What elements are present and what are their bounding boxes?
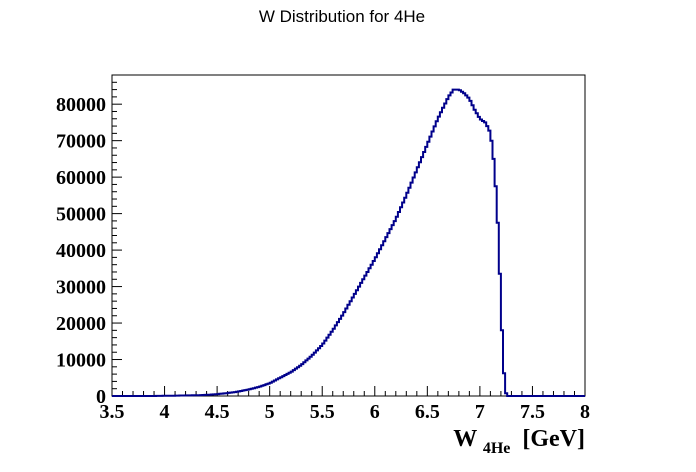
plot-frame — [111, 74, 586, 397]
x-tick-label: 4.5 — [205, 401, 230, 423]
x-tick-label: 7 — [475, 401, 485, 423]
x-axis-label-subscript: 4He — [483, 440, 511, 457]
x-tick-label: 3.5 — [100, 401, 125, 423]
x-axis-label-main: W — [453, 426, 477, 452]
x-tick-label: 5.5 — [310, 401, 335, 423]
chart-title: W Distribution for 4He — [259, 7, 425, 26]
histogram-line — [112, 88, 585, 397]
y-tick-label: 80000 — [56, 94, 106, 116]
x-axis-label-unit: [GeV] — [522, 426, 585, 452]
tick-labels: 3.5 4 4.5 5 5.5 6 6.5 7 7.5 8 0 10000 20000 30000 4000… — [56, 94, 590, 423]
y-tick-label: 40000 — [56, 240, 106, 262]
x-tick-label: 8 — [580, 401, 590, 423]
y-tick-label: 0 — [96, 386, 106, 408]
y-tick-label: 60000 — [56, 167, 106, 189]
y-tick-label: 10000 — [56, 350, 106, 372]
y-tick-label: 20000 — [56, 313, 106, 335]
x-tick-label: 4 — [160, 401, 170, 423]
x-axis-label: W 4He [GeV] — [453, 426, 585, 459]
x-tick-label: 6 — [370, 401, 380, 423]
y-tick-label: 30000 — [56, 277, 106, 299]
x-tick-label: 5 — [265, 401, 275, 423]
y-tick-label: 70000 — [56, 131, 106, 153]
x-tick-label: 7.5 — [520, 401, 545, 423]
y-tick-label: 50000 — [56, 204, 106, 226]
axis-ticks — [111, 74, 586, 397]
x-tick-label: 6.5 — [415, 401, 440, 423]
